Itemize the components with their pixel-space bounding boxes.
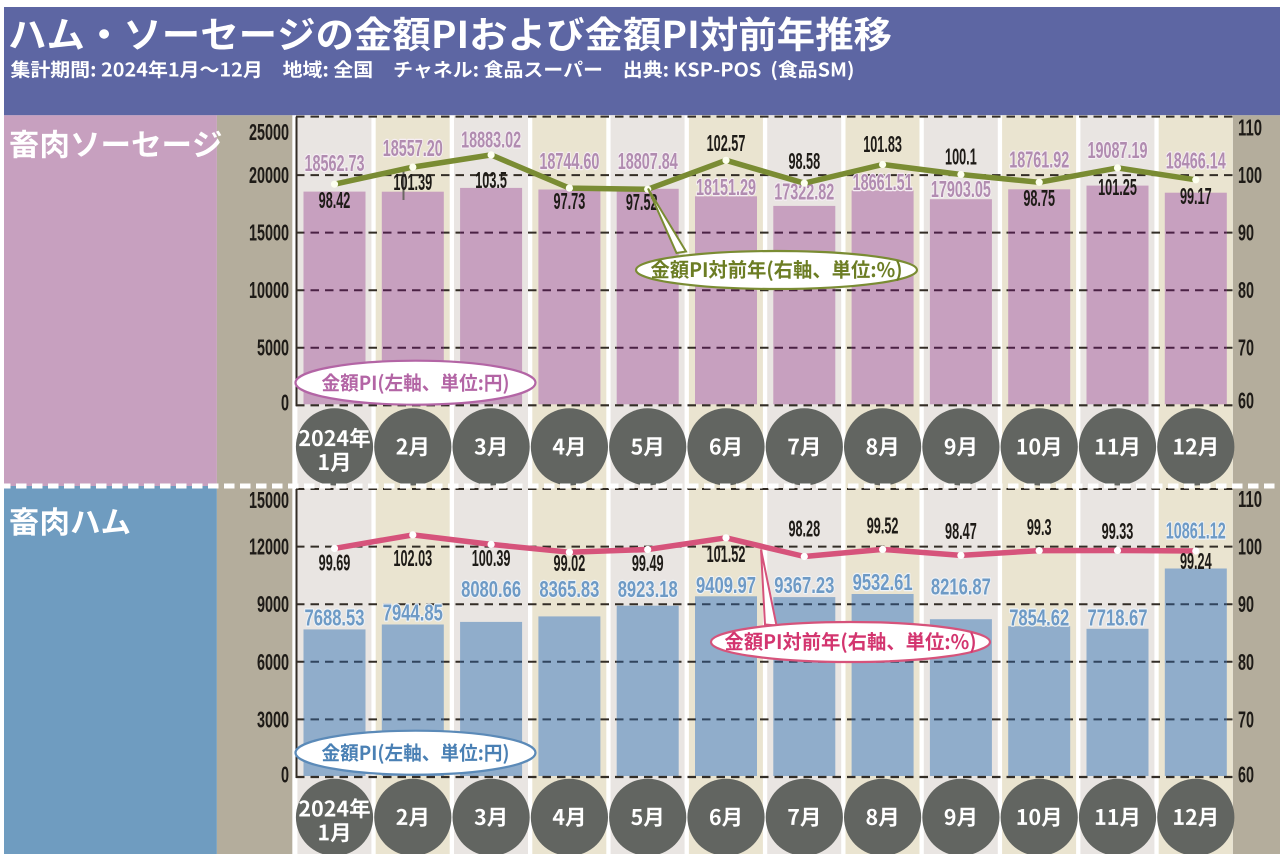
svg-text:70: 70 xyxy=(1238,706,1254,732)
svg-text:101.25: 101.25 xyxy=(1098,174,1137,200)
svg-text:18883.02: 18883.02 xyxy=(461,127,521,153)
svg-text:101.83: 101.83 xyxy=(863,131,902,157)
svg-text:25000: 25000 xyxy=(249,119,289,145)
svg-text:18661.51: 18661.51 xyxy=(853,169,913,195)
svg-text:7718.67: 7718.67 xyxy=(1088,605,1148,631)
svg-text:7854.62: 7854.62 xyxy=(1009,605,1069,631)
svg-text:97.73: 97.73 xyxy=(554,188,586,214)
svg-text:99.24: 99.24 xyxy=(1180,548,1212,574)
svg-text:7688.53: 7688.53 xyxy=(305,605,365,631)
svg-text:102.57: 102.57 xyxy=(707,130,746,156)
svg-text:0: 0 xyxy=(281,390,289,416)
svg-text:98.42: 98.42 xyxy=(319,187,351,213)
svg-text:18744.60: 18744.60 xyxy=(539,148,599,174)
svg-text:10000: 10000 xyxy=(249,277,289,303)
svg-text:9000: 9000 xyxy=(257,591,289,617)
svg-text:9532.61: 9532.61 xyxy=(853,569,913,595)
svg-text:100: 100 xyxy=(1238,162,1262,188)
svg-text:90: 90 xyxy=(1238,219,1254,245)
svg-text:60: 60 xyxy=(1238,388,1254,414)
svg-text:18151.29: 18151.29 xyxy=(696,174,756,200)
svg-text:99.52: 99.52 xyxy=(867,513,899,539)
svg-text:110: 110 xyxy=(1238,115,1262,141)
svg-text:99.17: 99.17 xyxy=(1180,183,1212,209)
svg-text:12000: 12000 xyxy=(249,534,289,560)
svg-text:99.02: 99.02 xyxy=(554,550,586,576)
svg-text:103.5: 103.5 xyxy=(475,167,507,193)
svg-text:90: 90 xyxy=(1238,591,1254,617)
svg-text:99.33: 99.33 xyxy=(1102,518,1134,544)
svg-text:20000: 20000 xyxy=(249,162,289,188)
svg-text:80: 80 xyxy=(1238,649,1254,675)
svg-text:101.39: 101.39 xyxy=(393,169,432,195)
svg-text:70: 70 xyxy=(1238,335,1254,361)
svg-text:18761.92: 18761.92 xyxy=(1009,147,1069,173)
svg-text:0: 0 xyxy=(281,762,289,788)
svg-text:97.52: 97.52 xyxy=(626,189,658,215)
svg-text:100.1: 100.1 xyxy=(945,144,977,170)
svg-text:98.58: 98.58 xyxy=(788,148,820,174)
svg-text:15000: 15000 xyxy=(249,219,289,245)
svg-text:99.69: 99.69 xyxy=(319,550,351,576)
svg-text:18562.73: 18562.73 xyxy=(305,150,365,176)
svg-text:100: 100 xyxy=(1238,534,1262,560)
svg-text:8923.18: 8923.18 xyxy=(618,576,678,602)
svg-text:6000: 6000 xyxy=(257,649,289,675)
svg-text:8080.66: 8080.66 xyxy=(461,576,521,602)
svg-text:18807.84: 18807.84 xyxy=(618,148,678,174)
svg-text:8365.83: 8365.83 xyxy=(539,576,599,602)
svg-text:8216.87: 8216.87 xyxy=(931,574,991,600)
svg-text:80: 80 xyxy=(1238,277,1254,303)
svg-text:99.3: 99.3 xyxy=(1027,514,1052,540)
svg-text:18557.20: 18557.20 xyxy=(383,135,443,161)
svg-text:99.49: 99.49 xyxy=(632,550,664,576)
svg-text:110: 110 xyxy=(1238,486,1262,512)
svg-text:10861.12: 10861.12 xyxy=(1166,517,1226,543)
svg-text:100.39: 100.39 xyxy=(472,545,511,571)
svg-text:98.47: 98.47 xyxy=(945,518,977,544)
svg-text:98.75: 98.75 xyxy=(1023,185,1055,211)
svg-text:98.28: 98.28 xyxy=(788,516,820,542)
svg-text:101.52: 101.52 xyxy=(707,541,746,567)
svg-text:5000: 5000 xyxy=(257,335,289,361)
svg-text:102.03: 102.03 xyxy=(393,545,432,571)
svg-text:9409.97: 9409.97 xyxy=(696,572,756,598)
svg-text:17903.05: 17903.05 xyxy=(931,176,991,202)
svg-text:7944.85: 7944.85 xyxy=(383,600,443,626)
svg-text:60: 60 xyxy=(1238,762,1254,788)
svg-text:19087.19: 19087.19 xyxy=(1088,137,1148,163)
svg-text:3000: 3000 xyxy=(257,706,289,732)
svg-text:18466.14: 18466.14 xyxy=(1166,148,1226,174)
svg-text:15000: 15000 xyxy=(249,487,289,513)
svg-text:9367.23: 9367.23 xyxy=(774,572,834,598)
